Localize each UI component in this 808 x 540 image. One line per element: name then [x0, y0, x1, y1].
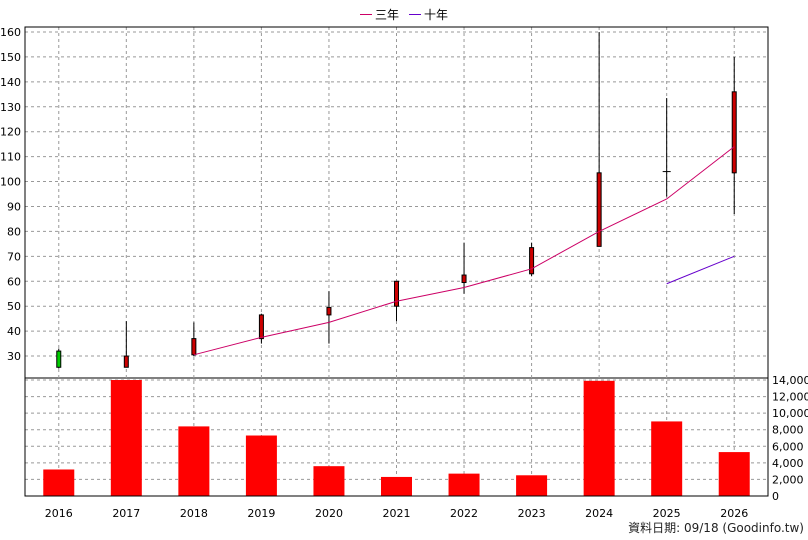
candle-body: [123, 355, 129, 368]
x-tick-label: 2021: [383, 507, 411, 520]
volume-bar: [381, 476, 412, 496]
price-tick-label: 120: [0, 126, 21, 139]
x-axis: 2016 2017 2018 2019 2020 2021 2022 2023 2024 2025…: [45, 507, 748, 520]
legend-item-10yr: 十年: [409, 6, 448, 23]
volume-bar: [516, 475, 548, 496]
x-tick-label: 2018: [180, 507, 208, 520]
volume-tick-label: 12,000: [772, 391, 808, 404]
volume-bar: [583, 380, 615, 496]
volume-bar: [110, 380, 142, 496]
legend-label-10yr: 十年: [424, 8, 449, 22]
volume-tick-label: 6,000: [772, 440, 804, 453]
candle-body: [596, 172, 602, 247]
plot-frame: [24, 26, 769, 497]
price-tick-label: 50: [7, 300, 21, 313]
x-tick-label: 2022: [450, 507, 478, 520]
price-tick-label: 160: [0, 26, 21, 39]
volume-axis: 0 2,000 4,000 6,000 8,000 10,000 12,000 14,000: [772, 374, 808, 503]
legend-label-3yr: 三年: [375, 8, 400, 22]
x-tick-label: 2019: [247, 507, 275, 520]
price-tick-label: 130: [0, 101, 21, 114]
price-tick-label: 150: [0, 51, 21, 64]
x-tick-label: 2024: [585, 507, 613, 520]
ma-line-10yr: [666, 255, 735, 285]
price-tick-label: 100: [0, 176, 21, 189]
x-tick-label: 2026: [720, 507, 748, 520]
ma-line-3yr: [193, 146, 735, 356]
candle-body: [731, 91, 737, 174]
volume-tick-label: 2,000: [772, 473, 804, 486]
candle-body: [191, 338, 197, 356]
legend-item-3yr: 三年: [360, 6, 399, 23]
price-axis: 30 40 50 60 70 80 90 100 110 120 130 140 150 160: [0, 26, 21, 363]
volume-tick-label: 14,000: [772, 374, 808, 387]
legend-swatch-3yr: [360, 14, 372, 15]
x-tick-label: 2020: [315, 507, 343, 520]
x-tick-label: 2017: [112, 507, 140, 520]
price-tick-label: 140: [0, 76, 21, 89]
source-note: 資料日期: 09/18 (Goodinfo.tw): [628, 521, 804, 535]
candle-body: [461, 274, 467, 284]
legend-swatch-10yr: [409, 14, 422, 15]
volume-bar: [245, 435, 277, 496]
legend: 三年 十年: [360, 6, 448, 23]
volume-tick-label: 8,000: [772, 424, 804, 437]
volume-bar: [448, 473, 480, 496]
price-tick-label: 40: [7, 325, 21, 338]
volume-tick-label: 10,000: [772, 407, 808, 420]
candle-body: [258, 314, 264, 340]
price-tick-label: 60: [7, 275, 21, 288]
volume-tick-label: 4,000: [772, 457, 804, 470]
volume-bar: [651, 421, 683, 496]
x-tick-label: 2025: [653, 507, 681, 520]
price-tick-label: 80: [7, 225, 21, 238]
candle-body: [394, 280, 399, 307]
volume-bar: [43, 469, 75, 496]
candle-body: [326, 306, 332, 316]
price-tick-label: 90: [7, 200, 21, 213]
volume-bar: [718, 452, 750, 496]
volume-bar: [313, 466, 345, 496]
price-tick-label: 110: [0, 151, 21, 164]
x-tick-label: 2016: [45, 507, 73, 520]
volume-bar: [178, 426, 210, 496]
candles: [56, 31, 737, 369]
volume-bars: [43, 380, 750, 496]
price-tick-label: 30: [7, 350, 21, 363]
moving-average-lines: [193, 146, 735, 356]
volume-tick-label: 0: [772, 490, 779, 503]
candle-body: [56, 350, 62, 368]
price-tick-label: 70: [7, 250, 21, 263]
candle-body: [529, 247, 535, 275]
x-tick-label: 2023: [518, 507, 546, 520]
